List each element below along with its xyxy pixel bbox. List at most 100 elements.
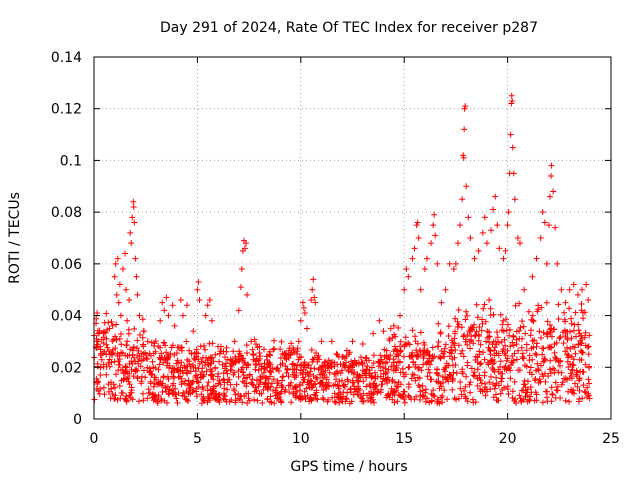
data-point xyxy=(517,240,524,247)
data-point xyxy=(450,266,457,273)
data-point xyxy=(349,338,356,345)
data-point xyxy=(144,338,151,345)
data-point xyxy=(529,273,536,280)
data-point xyxy=(124,317,131,324)
data-point xyxy=(421,266,428,273)
data-point xyxy=(414,219,421,226)
data-point xyxy=(413,222,420,229)
data-point xyxy=(508,100,515,107)
data-point xyxy=(471,255,478,262)
data-point xyxy=(554,260,561,267)
data-point xyxy=(238,266,245,273)
y-tick-label: 0.08 xyxy=(51,205,82,221)
data-point xyxy=(511,196,518,203)
baseline-point-cloud xyxy=(91,297,593,407)
data-point xyxy=(537,235,544,241)
data-point xyxy=(300,304,307,311)
y-tick-label: 0.14 xyxy=(51,50,82,66)
data-point xyxy=(242,240,249,247)
data-point xyxy=(202,312,209,319)
data-point xyxy=(370,330,377,337)
data-point xyxy=(126,297,133,304)
data-point xyxy=(163,294,170,301)
data-point xyxy=(546,193,553,200)
data-point xyxy=(215,343,222,350)
data-point xyxy=(457,222,464,229)
data-point xyxy=(465,214,472,221)
data-point xyxy=(132,255,139,262)
x-tick-label: 20 xyxy=(499,431,517,447)
data-point xyxy=(287,351,294,358)
data-point xyxy=(461,105,468,112)
data-point xyxy=(109,322,116,329)
data-point xyxy=(208,317,215,324)
x-tick-label: 10 xyxy=(292,431,310,447)
data-point xyxy=(492,193,499,200)
data-point xyxy=(397,312,404,319)
data-point xyxy=(460,154,467,161)
data-point xyxy=(136,312,143,319)
axis-ticks xyxy=(93,56,612,420)
data-point xyxy=(194,286,201,293)
data-point xyxy=(128,240,135,247)
data-point xyxy=(169,302,176,309)
data-point xyxy=(237,284,244,291)
data-point xyxy=(223,348,230,355)
y-tick-label: 0.1 xyxy=(60,153,82,169)
data-point xyxy=(509,144,516,151)
data-point xyxy=(521,286,528,293)
chart-title: Day 291 of 2024, Rate Of TEC Index for r… xyxy=(160,20,538,36)
data-point xyxy=(129,214,136,221)
data-point xyxy=(432,232,439,239)
x-tick-label: 25 xyxy=(602,431,620,447)
data-point xyxy=(206,297,213,304)
data-point xyxy=(510,170,517,177)
data-point xyxy=(133,273,140,280)
data-point xyxy=(509,97,516,104)
data-point xyxy=(235,307,242,314)
data-point xyxy=(127,229,134,236)
data-point xyxy=(177,297,184,304)
data-point xyxy=(390,322,397,329)
x-axis-tick-labels: 0 5 10 15 20 25 xyxy=(90,431,620,447)
y-axis-label: ROTI / TECUs xyxy=(7,192,23,284)
data-point xyxy=(195,278,202,285)
data-point xyxy=(244,291,251,298)
data-point xyxy=(401,286,408,293)
data-point xyxy=(318,338,325,345)
data-point xyxy=(311,294,318,301)
data-point xyxy=(277,346,284,353)
y-tick-label: 0 xyxy=(73,412,82,428)
data-point xyxy=(417,286,424,293)
data-point xyxy=(558,286,565,293)
data-point xyxy=(131,219,138,226)
data-point xyxy=(570,281,577,288)
data-point xyxy=(266,348,273,355)
data-point xyxy=(566,286,573,293)
data-point xyxy=(434,260,441,267)
data-point xyxy=(574,291,581,298)
x-axis-label: GPS time / hours xyxy=(290,459,407,475)
data-point xyxy=(179,312,186,319)
data-point xyxy=(310,276,317,283)
data-point xyxy=(140,328,147,335)
data-point xyxy=(94,309,101,316)
data-point xyxy=(494,222,501,229)
data-point xyxy=(165,312,172,319)
data-point xyxy=(309,286,316,293)
data-point xyxy=(428,240,435,247)
data-point xyxy=(101,348,108,355)
x-tick-label: 0 xyxy=(90,431,99,447)
data-point xyxy=(411,245,418,252)
data-point xyxy=(514,235,521,241)
data-point xyxy=(459,196,466,203)
data-point xyxy=(548,162,555,169)
data-point xyxy=(204,302,211,309)
data-point xyxy=(585,297,592,304)
data-point xyxy=(241,245,248,252)
data-point xyxy=(409,255,416,262)
data-point xyxy=(483,240,490,247)
data-point xyxy=(116,281,123,288)
data-point xyxy=(463,183,470,190)
data-point xyxy=(508,92,515,99)
